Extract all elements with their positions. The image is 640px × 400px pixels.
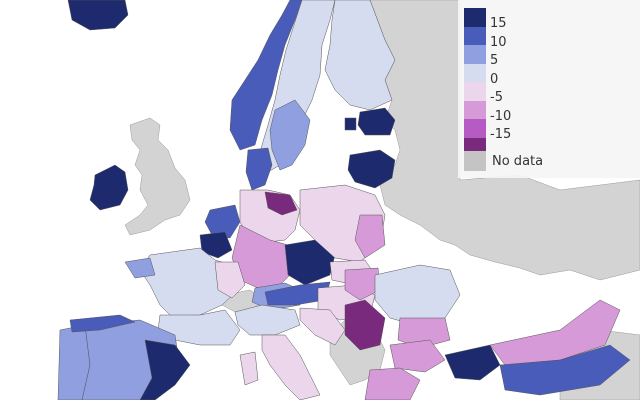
map-legend: 15 10 5 0 -5 -10 -15 No data xyxy=(458,0,640,178)
legend-class-4: -5 xyxy=(464,82,640,105)
legend-class-0: 15 xyxy=(464,8,640,31)
legend-class-6: -15 xyxy=(464,119,640,142)
germany-mecklenburg-region xyxy=(264,191,298,216)
spain-north-region xyxy=(69,314,136,333)
italy-central-region xyxy=(261,334,321,400)
lithuania-region xyxy=(347,149,396,189)
legend-label: 0 xyxy=(490,71,499,87)
sweden-south-region xyxy=(269,99,311,171)
turkey-west-region xyxy=(444,344,501,381)
estonia-region xyxy=(357,107,396,136)
legend-swatch xyxy=(464,26,486,45)
netherlands-region xyxy=(204,204,241,239)
legend-rows: 15 10 5 0 -5 -10 -15 xyxy=(464,8,640,156)
legend-label: -15 xyxy=(490,127,512,142)
bulgaria-region xyxy=(389,339,446,373)
legend-swatch xyxy=(464,8,486,27)
legend-label: -10 xyxy=(490,108,512,124)
turkey-south-region xyxy=(499,344,631,396)
denmark-region xyxy=(245,147,273,191)
legend-class-1: 10 xyxy=(464,26,640,50)
italy-north-region xyxy=(234,304,301,336)
iceland-region xyxy=(67,0,129,31)
eastern-region xyxy=(369,0,640,281)
legend-label: 5 xyxy=(490,53,499,68)
finland-region xyxy=(324,0,396,111)
latvia-region xyxy=(344,117,357,131)
legend-no-data: No data xyxy=(464,151,543,171)
legend-class-5: -10 xyxy=(464,100,640,124)
hungary-east-region xyxy=(344,267,381,301)
france-east-region xyxy=(214,261,246,299)
legend-label: 10 xyxy=(490,34,507,50)
serbia-region xyxy=(344,299,386,351)
legend-swatch xyxy=(464,45,486,64)
legend-no-data-swatch xyxy=(464,151,486,171)
legend-class-3: 0 xyxy=(464,63,640,87)
croatia-region xyxy=(299,307,346,346)
sardinia-region xyxy=(239,351,259,386)
legend-swatch xyxy=(464,82,486,101)
legend-swatch xyxy=(464,63,486,82)
spain-east-region xyxy=(139,339,191,400)
romania-south-region xyxy=(397,317,451,349)
france-north-region xyxy=(139,247,239,321)
legend-class-2: 5 xyxy=(464,45,640,68)
ireland-region xyxy=(89,164,129,211)
poland-southeast-region xyxy=(354,214,386,259)
legend-swatch xyxy=(464,100,486,119)
france-brittany-region xyxy=(124,257,156,279)
legend-swatch xyxy=(464,119,486,138)
legend-no-data-label: No data xyxy=(492,153,544,169)
norway-region xyxy=(229,0,303,151)
legend-label: -5 xyxy=(490,90,503,105)
great-britain-region xyxy=(124,117,191,236)
greece-region xyxy=(364,367,421,400)
legend-label: 15 xyxy=(490,16,507,31)
